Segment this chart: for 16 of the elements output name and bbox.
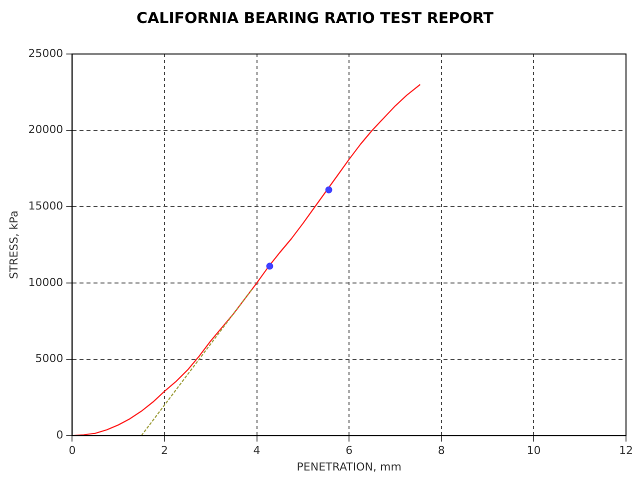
y-axis-title: STRESS, kPa — [7, 210, 20, 280]
x-tick-label: 2 — [160, 444, 168, 458]
y-tick-label: 25000 — [28, 46, 64, 60]
x-axis-title: PENETRATION, mm — [296, 460, 402, 474]
y-tick-label: 0 — [56, 428, 64, 442]
y-tick-label: 15000 — [28, 200, 64, 212]
x-tick-label: 4 — [253, 444, 260, 458]
x-tick-label: 6 — [346, 444, 353, 458]
x-tick-label: 8 — [438, 444, 445, 458]
x-tick-label: 0 — [68, 444, 76, 458]
x-tick-label: 12 — [619, 444, 633, 458]
y-tick-label: 10000 — [28, 276, 64, 289]
x-tick-label: 10 — [526, 444, 541, 458]
chart-title: CALIFORNIA BEARING RATIO TEST REPORT — [136, 8, 494, 27]
y-tick-label: 5000 — [35, 352, 64, 366]
y-tick-label: 20000 — [28, 123, 64, 136]
